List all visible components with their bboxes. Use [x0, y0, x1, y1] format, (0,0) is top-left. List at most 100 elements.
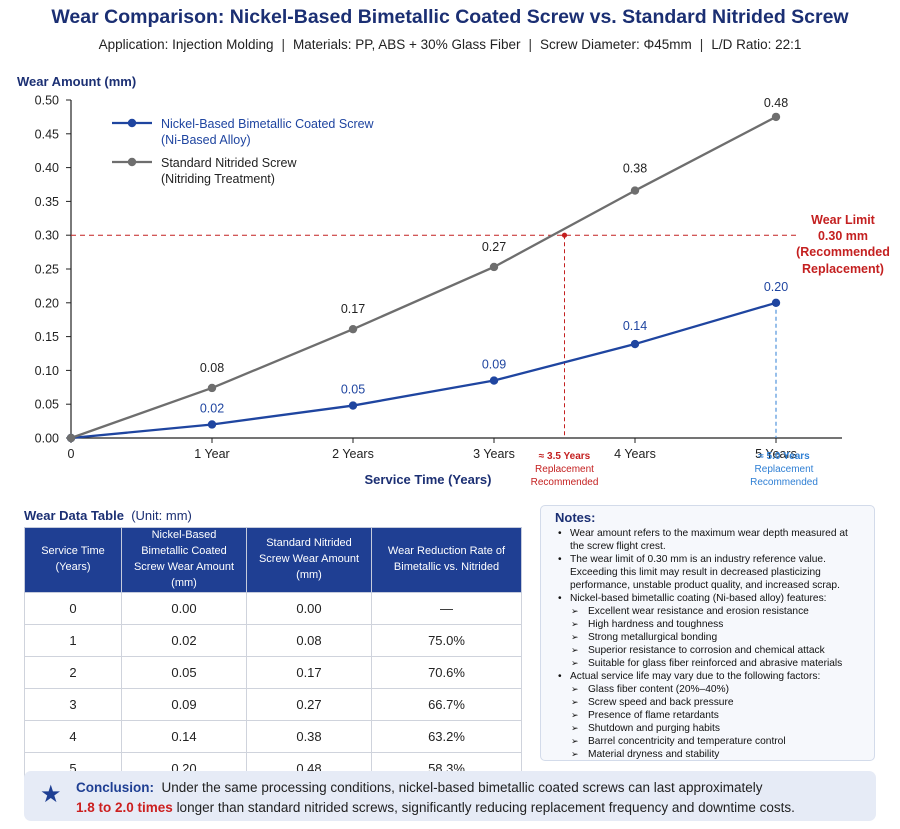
header-nitrided-wear: Standard Nitrided Screw Wear Amount (mm)	[246, 527, 372, 593]
table-unit: (Unit: mm)	[131, 508, 192, 523]
conclusion-label: Conclusion:	[76, 780, 154, 795]
y-tick-label: 0.05	[35, 398, 59, 412]
replacement-marker-label: Recommended	[750, 477, 818, 488]
table-header-row: Service Time (Years) Nickel-Based Bimeta…	[24, 527, 522, 593]
cell-bimetallic-wear: 0.00	[121, 591, 247, 625]
cell-bimetallic-wear: 0.02	[121, 623, 247, 657]
series-line-bimetallic	[70, 301, 777, 440]
table-row: 1 0.02 0.08 75.0%	[24, 623, 522, 657]
data-point	[207, 383, 217, 393]
x-tick-label: 5 Years	[755, 447, 797, 461]
cell-service-time: 3	[24, 687, 122, 721]
table-row: 2 0.05 0.17 70.6%	[24, 655, 522, 689]
cell-bimetallic-wear: 0.14	[121, 719, 247, 753]
data-label: 0.02	[200, 401, 224, 415]
conclusion-banner: ★ Conclusion: Under the same processing …	[24, 771, 876, 821]
y-axis-label: Wear Amount (mm)	[17, 74, 136, 89]
note-subitem: Shutdown and purging habits	[555, 722, 864, 735]
cell-bimetallic-wear: 0.05	[121, 655, 247, 689]
conclusion-text-1: Under the same processing conditions, ni…	[161, 780, 763, 795]
data-point	[207, 420, 217, 429]
wear-limit-label: (Recommended	[796, 245, 890, 259]
replacement-marker-label: ≈ 3.5 Years	[539, 451, 591, 462]
legend-sublabel: (Ni-Based Alloy)	[161, 133, 251, 147]
x-tick-label: 1 Year	[194, 447, 229, 461]
wear-line-chart: Wear Amount (mm) Service Time (Years) 0.00…	[17, 74, 890, 488]
table-row: 3 0.09 0.27 66.7%	[24, 687, 522, 721]
y-tick-label: 0.10	[35, 364, 59, 378]
cell-reduction-rate: —	[371, 591, 522, 625]
data-label: 0.27	[482, 240, 506, 254]
cell-reduction-rate: 75.0%	[371, 623, 522, 657]
table-title-text: Wear Data Table	[24, 508, 124, 523]
wear-limit-label: Wear Limit	[811, 213, 876, 227]
y-tick-label: 0.35	[35, 195, 59, 209]
cell-nitrided-wear: 0.38	[246, 719, 372, 753]
conclusion-line-2: 1.8 to 2.0 times longer than standard ni…	[76, 800, 795, 815]
y-tick-label: 0.25	[35, 263, 59, 277]
legend-sublabel: (Nitriding Treatment)	[161, 172, 275, 186]
note-subitem: Suitable for glass fiber reinforced and …	[555, 657, 864, 670]
cell-service-time: 2	[24, 655, 122, 689]
x-tick-label: 2 Years	[332, 447, 374, 461]
note-subitem: Excellent wear resistance and erosion re…	[555, 605, 864, 618]
data-point	[489, 262, 499, 272]
table-row: 0 0.00 0.00—	[24, 591, 522, 625]
cell-service-time: 0	[24, 591, 122, 625]
subtitle-materials: Materials: PP, ABS + 30% Glass Fiber	[292, 37, 521, 52]
data-point	[630, 186, 640, 195]
cell-bimetallic-wear: 0.09	[121, 687, 247, 721]
y-tick-label: 0.40	[35, 161, 59, 175]
cell-reduction-rate: 66.7%	[371, 687, 522, 721]
page-subtitle: Application: Injection Molding | Materials…	[0, 37, 900, 52]
subtitle-ld-ratio: L/D Ratio: 22:1	[711, 37, 802, 52]
subtitle-separator: |	[699, 37, 704, 52]
data-label: 0.17	[341, 302, 365, 316]
data-label: 0.20	[764, 280, 788, 294]
data-point	[348, 324, 358, 334]
data-point	[66, 433, 76, 443]
header-bimetallic-wear: Nickel-Based Bimetallic Coated Screw Wea…	[121, 527, 247, 593]
subtitle-separator: |	[528, 37, 532, 52]
y-tick-label: 0.50	[35, 94, 59, 108]
data-point	[489, 376, 499, 385]
note-subitem: Material dryness and stability	[555, 748, 864, 761]
notes-list: Wear amount refers to the maximum wear d…	[555, 527, 864, 761]
replacement-marker-label: Recommended	[531, 477, 599, 488]
cell-reduction-rate: 70.6%	[371, 655, 522, 689]
x-axis-label: Service Time (Years)	[365, 472, 492, 487]
header-service-time: Service Time (Years)	[24, 527, 122, 593]
replacement-marker-label: Replacement	[535, 464, 594, 475]
table-title: Wear Data Table (Unit: mm)	[24, 508, 192, 523]
series-line-nitrided	[70, 115, 777, 440]
data-label: 0.14	[623, 319, 647, 333]
conclusion-text-2: longer than standard nitrided screws, si…	[176, 800, 795, 815]
header-reduction-rate: Wear Reduction Rate of Bimetallic vs. Ni…	[371, 527, 522, 593]
subtitle-separator: |	[281, 37, 285, 52]
data-point	[771, 112, 781, 122]
data-label: 0.09	[482, 358, 506, 372]
cell-nitrided-wear: 0.08	[246, 623, 372, 657]
subtitle-application: Application: Injection Molding	[98, 37, 274, 52]
y-tick-label: 0.15	[35, 330, 59, 344]
notes-title: Notes:	[555, 510, 596, 525]
y-tick-label: 0.45	[35, 127, 59, 141]
wear-limit-label: 0.30 mm	[818, 229, 868, 243]
page-title: Wear Comparison: Nickel-Based Bimetallic…	[51, 6, 849, 28]
note-item: The wear limit of 0.30 mm is an industry…	[555, 553, 864, 592]
replacement-marker-label: Replacement	[755, 464, 814, 475]
note-subitem: Screw speed and back pressure	[555, 696, 864, 709]
data-label: 0.38	[623, 162, 647, 176]
subtitle-diameter: Screw Diameter: Φ45mm	[539, 37, 692, 52]
data-point	[348, 401, 358, 410]
cell-nitrided-wear: 0.17	[246, 655, 372, 689]
cell-reduction-rate: 63.2%	[371, 719, 522, 753]
cell-service-time: 1	[24, 623, 122, 657]
wear-limit-label: Replacement)	[802, 262, 884, 276]
legend-label: Nickel-Based Bimetallic Coated Screw	[161, 117, 375, 131]
x-tick-label: 3 Years	[473, 447, 515, 461]
data-point	[771, 298, 781, 307]
star-icon: ★	[40, 781, 62, 808]
cell-service-time: 4	[24, 719, 122, 753]
note-subitem: Strong metallurgical bonding	[555, 631, 864, 644]
